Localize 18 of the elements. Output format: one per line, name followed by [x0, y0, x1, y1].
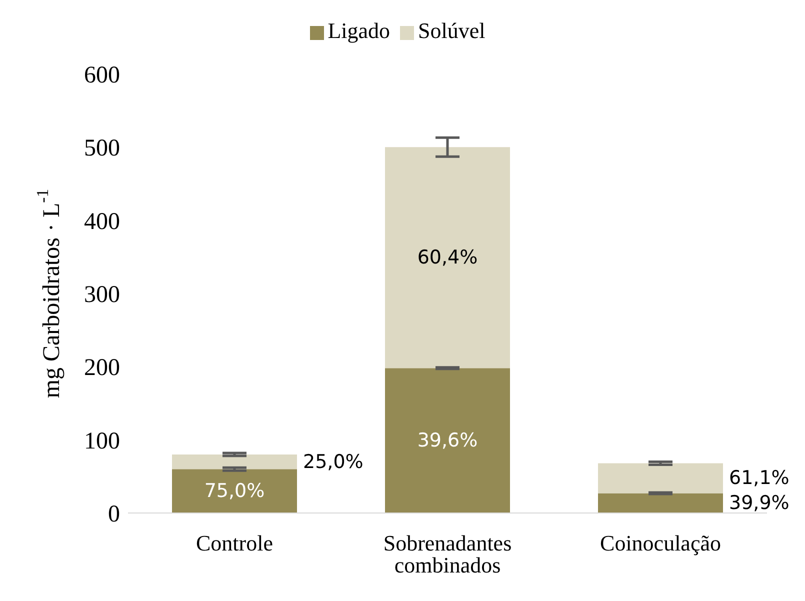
legend-label: Ligado: [328, 18, 390, 43]
y-tick-label: 200: [84, 355, 120, 382]
y-tick-label: 300: [84, 282, 120, 308]
y-tick-label: 100: [84, 428, 120, 454]
y-tick-label: 600: [84, 62, 120, 89]
x-tick-label: Controle: [196, 530, 273, 556]
y-tick-label: 500: [84, 136, 120, 162]
annotation: 39,9%: [729, 492, 790, 514]
annotation: 25,0%: [303, 450, 364, 473]
annotation: 75,0%: [204, 480, 265, 502]
annotation: 61,1%: [729, 467, 790, 490]
x-tick-label: Sobrenadantes combinados: [383, 530, 512, 578]
annotation: 60,4%: [417, 246, 478, 269]
y-tick-label: 400: [84, 208, 120, 235]
legend-label: Solúvel: [418, 18, 486, 43]
annotation: 39,6%: [417, 430, 478, 452]
y-tick-label: 0: [108, 502, 120, 528]
x-tick-label: Coinoculação: [600, 530, 721, 556]
